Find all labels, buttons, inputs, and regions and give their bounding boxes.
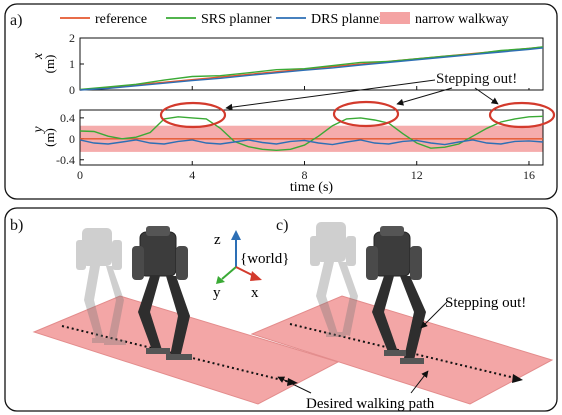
legend-label-3: narrow walkway [415, 12, 509, 27]
stepping-out-label-c: Stepping out! [445, 295, 526, 311]
annotation-bg [430, 66, 538, 88]
y-tick-label: 0 [69, 132, 75, 146]
stepping-out-highlight-2 [332, 100, 400, 128]
arrow-stepping-out-c [420, 301, 448, 329]
robot-b [132, 226, 192, 360]
y-position-axes: -0.400.40 4 8 12 16y(m)time (s) [31, 109, 544, 195]
robot-ghost-c [310, 222, 358, 337]
panel-b-scene [32, 226, 340, 405]
stepping-out-highlight-1 [159, 101, 227, 129]
arrow-desired-path-c [410, 370, 429, 394]
stepping-out-highlight-3 [488, 101, 556, 129]
panel-b-label: b) [10, 217, 23, 234]
plot-frame [79, 109, 544, 166]
legend-label-1: SRS planner [201, 12, 272, 27]
x-tick-label: 12 [411, 168, 423, 182]
desired-path-c-arrowhead [512, 374, 523, 383]
x-tick-label: 0 [77, 168, 83, 182]
panel-c-label: c) [276, 217, 288, 234]
y-tick-label: 1 [69, 57, 75, 71]
legend: reference SRS planner DRS planner narrow wa… [60, 12, 509, 27]
y-tick-label: 0.4 [60, 111, 75, 125]
world-frame-label: {world} [240, 251, 289, 267]
y-axis-label: y [213, 285, 221, 301]
series-line-drs-planner [79, 47, 544, 91]
desired-path-b-arrowhead [287, 378, 298, 386]
arrow-to-highlight-1 [225, 79, 436, 111]
x-axis-label: x [251, 285, 259, 301]
desired-path-label: Desired walking path [306, 396, 435, 412]
y-axis-variable: x [31, 52, 46, 60]
panel-a-frame [4, 3, 558, 200]
y-axis-arrow [221, 266, 237, 280]
robot-c [366, 226, 426, 364]
panel-a-label: a) [10, 12, 22, 29]
z-axis-label: z [214, 232, 221, 248]
y-tick-label: 2 [69, 31, 75, 45]
y-tick-label: 0 [69, 83, 75, 97]
x-axis-arrow [235, 266, 255, 277]
y-axis-unit: (m) [42, 128, 57, 147]
arrow-desired-path-b [277, 376, 312, 394]
y-axis-unit: (m) [42, 55, 57, 74]
world-frame: z {world} y x [213, 230, 289, 301]
y-tick-label: -0.4 [56, 153, 75, 167]
series-line-srs-planner [79, 115, 544, 152]
series-line-drs-planner [79, 139, 544, 146]
x-position-axes: 0 1 2 x(m) [31, 31, 544, 97]
legend-label-0: reference [95, 12, 147, 27]
desired-path-b [61, 325, 291, 383]
y-axis-variable: y [31, 126, 46, 135]
x-axis-title: time (s) [290, 180, 333, 195]
legend-swatch-walkway [380, 12, 410, 24]
x-tick-label: 16 [523, 168, 535, 182]
arrow-to-highlight-3 [474, 87, 499, 105]
legend-label-2: DRS planner [311, 12, 384, 27]
arrow-to-highlight-2 [396, 87, 453, 106]
x-tick-label: 4 [189, 168, 195, 182]
stepping-out-label-a: Stepping out! [436, 71, 517, 87]
x-tick-label: 8 [301, 168, 307, 182]
panel-c-scene [250, 222, 554, 405]
robot-ghost-b [76, 228, 126, 345]
